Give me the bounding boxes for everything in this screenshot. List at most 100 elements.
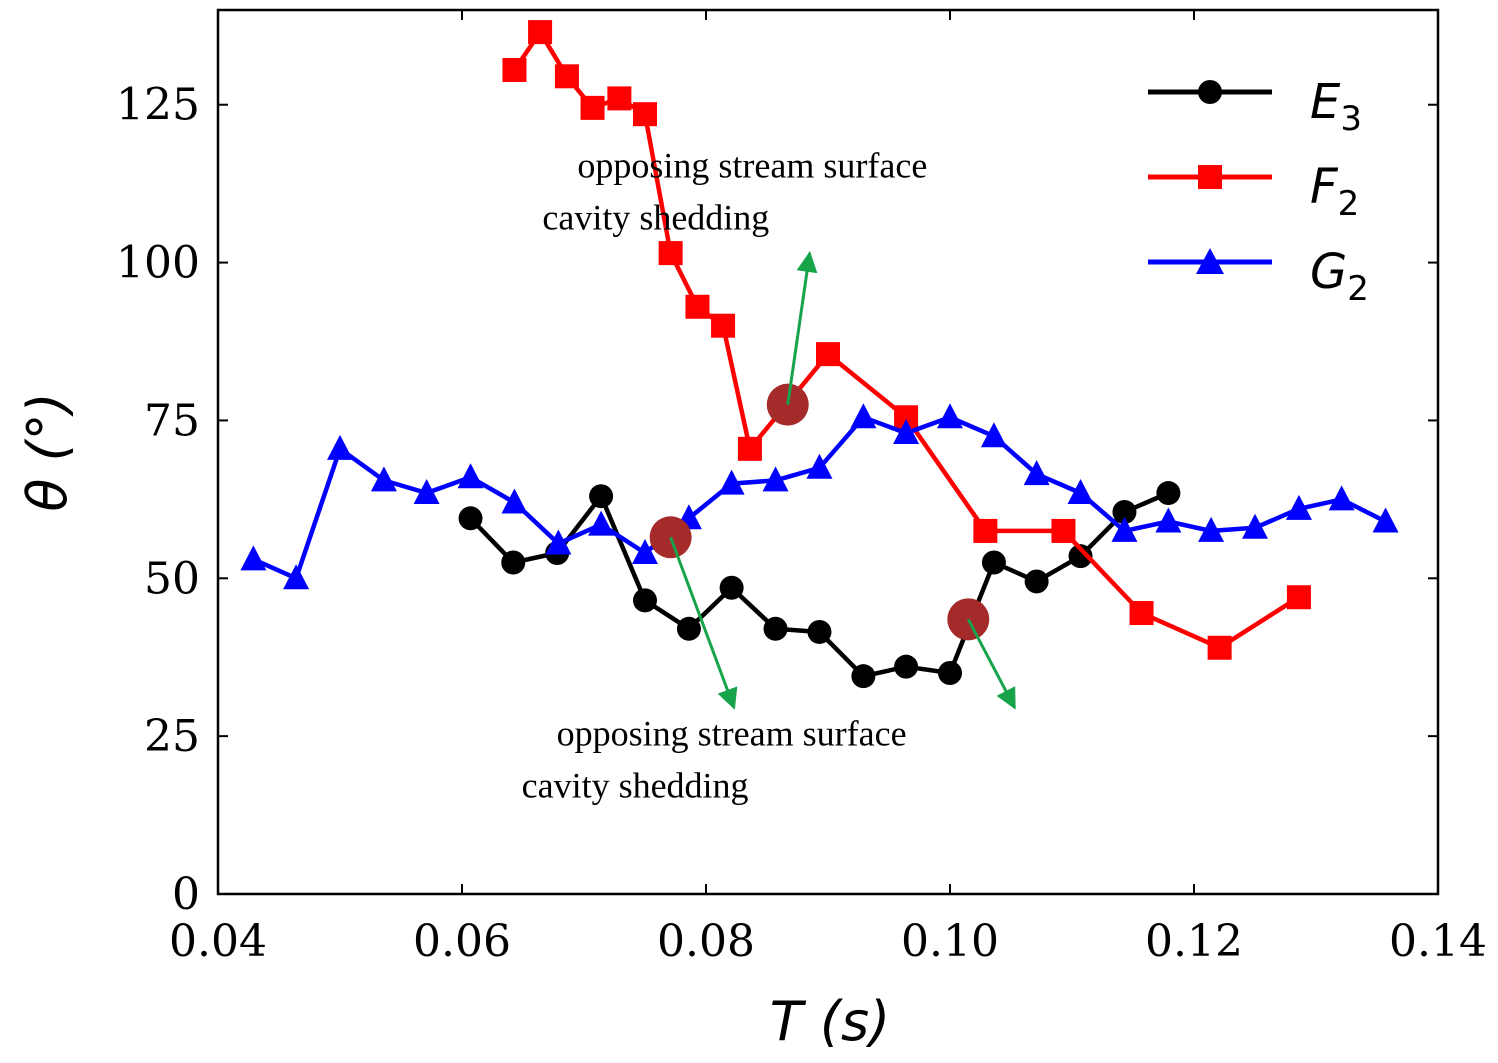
point-f2 bbox=[737, 436, 762, 461]
point-g2 bbox=[588, 510, 615, 536]
x-tick-label: 0.06 bbox=[413, 916, 511, 967]
point-e3 bbox=[1112, 499, 1137, 524]
annotation-arrow bbox=[669, 536, 738, 710]
point-g2 bbox=[1242, 513, 1268, 539]
point-g2 bbox=[501, 488, 528, 514]
point-e3 bbox=[589, 484, 614, 509]
y-tick-label: 25 bbox=[144, 711, 200, 762]
x-axis-title: T (s) bbox=[770, 990, 890, 1053]
legend-entry-g2: G2 bbox=[1148, 244, 1369, 309]
point-f2 bbox=[580, 95, 605, 120]
point-f2 bbox=[528, 20, 553, 45]
x-tick-label: 0.12 bbox=[1145, 916, 1243, 967]
point-g2 bbox=[1023, 460, 1050, 486]
point-e3 bbox=[763, 616, 788, 641]
y-tick-label: 0 bbox=[172, 869, 200, 920]
point-g2 bbox=[370, 466, 397, 492]
point-f2 bbox=[502, 57, 527, 82]
point-g2 bbox=[545, 529, 572, 555]
point-e3 bbox=[938, 661, 962, 685]
legend-label-f2: F2 bbox=[1310, 159, 1359, 224]
arrow-layer bbox=[669, 251, 1016, 710]
y-tick-label: 100 bbox=[116, 238, 200, 289]
point-g2 bbox=[893, 419, 920, 445]
x-axis: 0.04 0.06 0.08 0.10 0.12 0.14 bbox=[169, 10, 1487, 967]
annotation-lower-line-1: opposing stream surface bbox=[557, 714, 907, 754]
point-g2 bbox=[806, 453, 833, 479]
point-g2 bbox=[1198, 516, 1225, 542]
point-f2 bbox=[1051, 518, 1076, 543]
point-e3 bbox=[1156, 481, 1181, 506]
x-tick-label: 0.14 bbox=[1389, 916, 1487, 967]
point-f2 bbox=[973, 518, 998, 543]
x-tick-label: 0.10 bbox=[901, 916, 999, 967]
point-g2 bbox=[457, 463, 484, 489]
point-e3 bbox=[1024, 569, 1049, 594]
point-g2 bbox=[1285, 494, 1312, 520]
annotation-lower-line-2: cavity shedding bbox=[522, 766, 749, 806]
point-e3 bbox=[458, 506, 483, 531]
annotation-upper: opposing stream surface cavity shedding bbox=[542, 145, 927, 237]
point-g2 bbox=[980, 422, 1007, 448]
point-f2 bbox=[711, 313, 736, 338]
point-e3 bbox=[851, 664, 876, 689]
annotation-lower: opposing stream surface cavity shedding bbox=[522, 714, 907, 806]
legend-label-g2: G2 bbox=[1310, 244, 1369, 309]
point-g2 bbox=[413, 479, 440, 505]
point-f2 bbox=[1207, 635, 1232, 660]
point-e3 bbox=[807, 619, 832, 644]
point-g2 bbox=[240, 545, 267, 571]
legend-entry-f2: F2 bbox=[1148, 159, 1359, 224]
point-g2 bbox=[1067, 479, 1094, 505]
legend-marker-g2 bbox=[1196, 248, 1224, 274]
point-f2 bbox=[633, 102, 657, 127]
point-e3 bbox=[501, 550, 526, 575]
y-tick-label: 50 bbox=[144, 553, 200, 604]
legend-marker-e3 bbox=[1198, 80, 1222, 104]
y-axis: 0 25 50 75 100 125 bbox=[116, 80, 1438, 920]
x-tick-label: 0.04 bbox=[169, 916, 267, 967]
series-g2 bbox=[240, 403, 1399, 590]
point-e3 bbox=[676, 616, 701, 641]
series-f2 bbox=[502, 20, 1311, 660]
point-e3 bbox=[633, 588, 657, 613]
point-f2 bbox=[658, 241, 683, 266]
point-g2 bbox=[283, 564, 310, 590]
y-tick-label: 75 bbox=[144, 395, 200, 446]
point-f2 bbox=[685, 294, 710, 319]
point-g2 bbox=[632, 539, 658, 565]
series-e3 bbox=[458, 481, 1181, 689]
legend-marker-f2 bbox=[1198, 165, 1222, 189]
point-f2 bbox=[554, 64, 579, 89]
point-g2 bbox=[762, 466, 789, 492]
point-f2 bbox=[1286, 585, 1311, 610]
point-g2 bbox=[1111, 516, 1138, 542]
point-e3 bbox=[719, 575, 744, 600]
legend-label-e3: E3 bbox=[1310, 74, 1362, 139]
annotation-arrow bbox=[786, 251, 818, 405]
plot-frame bbox=[216, 8, 1440, 896]
point-f2 bbox=[816, 342, 840, 367]
point-e3 bbox=[894, 654, 919, 679]
point-f2 bbox=[1129, 601, 1154, 626]
y-tick-label: 125 bbox=[116, 80, 200, 131]
point-e3 bbox=[1068, 544, 1093, 569]
point-g2 bbox=[937, 403, 963, 429]
legend-entry-e3: E3 bbox=[1148, 74, 1362, 139]
point-g2 bbox=[850, 403, 877, 429]
y-axis-title: θ (°) bbox=[16, 392, 79, 511]
series-line-f2 bbox=[512, 29, 1301, 650]
point-f2 bbox=[607, 86, 632, 111]
point-e3 bbox=[981, 550, 1006, 575]
point-g2 bbox=[327, 434, 353, 460]
point-g2 bbox=[1328, 485, 1355, 511]
annotation-arrow bbox=[966, 618, 1016, 710]
series-layer bbox=[240, 20, 1399, 689]
point-g2 bbox=[1372, 507, 1399, 533]
legend: E3 F2 G2 bbox=[1148, 74, 1369, 309]
annotation-upper-line-2: cavity shedding bbox=[542, 197, 769, 237]
point-g2 bbox=[718, 469, 745, 495]
x-tick-label: 0.08 bbox=[657, 916, 755, 967]
annotation-upper-line-1: opposing stream surface bbox=[577, 145, 927, 185]
